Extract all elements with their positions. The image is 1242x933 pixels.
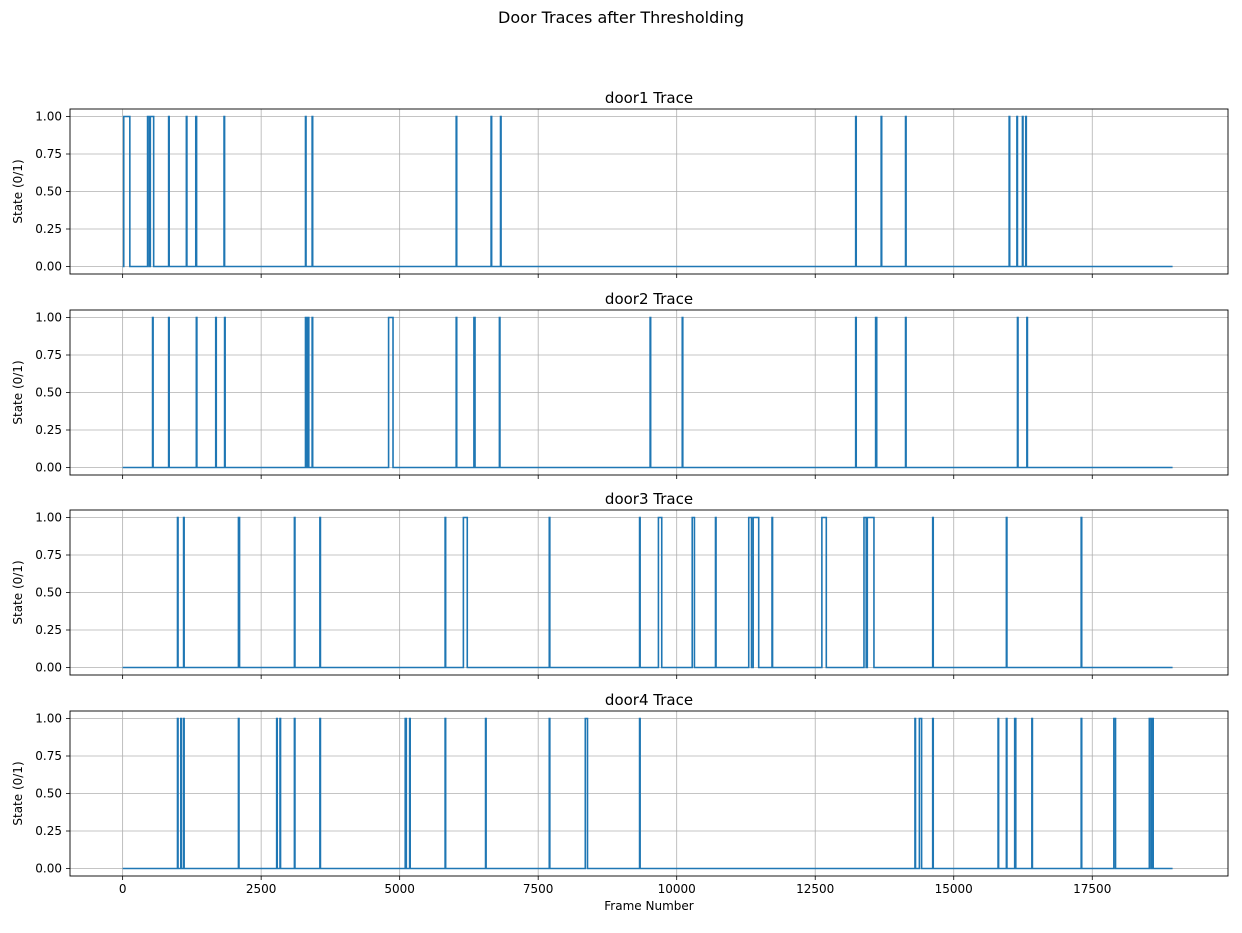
subplot-4: 0 2500 5000 7500 10000 12500 15000 17500 0.00 0.2… (11, 691, 1229, 913)
door-trace-line (122, 717, 1173, 870)
x-tick-label: 5000 (384, 882, 415, 896)
y-tick-label: 0.50 (35, 787, 62, 801)
x-tick-label: 10000 (658, 882, 696, 896)
x-tick-label: 2500 (246, 882, 277, 896)
y-tick-label: 0.00 (35, 461, 62, 475)
y-tick-label: 0.75 (35, 749, 62, 763)
x-tick-label: 12500 (796, 882, 834, 896)
y-tick-label: 1.00 (35, 311, 62, 325)
y-tick-label: 0.50 (35, 185, 62, 199)
subplot-title: door3 Trace (605, 490, 693, 508)
y-tick-label: 0.00 (35, 260, 62, 274)
x-axis-label: Frame Number (604, 899, 693, 913)
y-tick-label: 0.75 (35, 548, 62, 562)
y-tick-label: 1.00 (35, 110, 62, 124)
x-tick-label: 0 (119, 882, 127, 896)
y-tick-label: 0.75 (35, 147, 62, 161)
subplot-title: door1 Trace (605, 89, 693, 107)
x-tick-label: 17500 (1073, 882, 1111, 896)
y-tick-label: 0.25 (35, 423, 62, 437)
y-axis-label: State (0/1) (11, 159, 25, 223)
y-tick-label: 0.75 (35, 348, 62, 362)
subplot-2: 0.00 0.25 0.50 0.75 1.00 door2 Trace State (0/… (11, 290, 1229, 479)
y-tick-label: 0.25 (35, 222, 62, 236)
y-axis-label: State (0/1) (11, 360, 25, 424)
y-tick-label: 0.25 (35, 623, 62, 637)
y-axis-label: State (0/1) (11, 761, 25, 825)
y-tick-label: 0.50 (35, 586, 62, 600)
x-tick-label: 7500 (523, 882, 554, 896)
door-trace-line (122, 516, 1173, 669)
door-trace-line (122, 115, 1173, 268)
y-tick-label: 0.25 (35, 824, 62, 838)
subplot-1: 0.00 0.25 0.50 0.75 1.00 door1 Trace State (0/… (11, 89, 1229, 278)
y-tick-label: 1.00 (35, 511, 62, 525)
door-trace-line (122, 316, 1173, 469)
y-tick-label: 1.00 (35, 712, 62, 726)
y-tick-label: 0.50 (35, 386, 62, 400)
y-tick-label: 0.00 (35, 862, 62, 876)
x-tick-label: 15000 (935, 882, 973, 896)
subplot-3: 0.00 0.25 0.50 0.75 1.00 door3 Trace State (0/… (11, 490, 1229, 679)
subplot-title: door4 Trace (605, 691, 693, 709)
subplot-title: door2 Trace (605, 290, 693, 308)
y-axis-label: State (0/1) (11, 560, 25, 624)
figure-title: Door Traces after Thresholding (498, 8, 744, 27)
y-tick-label: 0.00 (35, 661, 62, 675)
